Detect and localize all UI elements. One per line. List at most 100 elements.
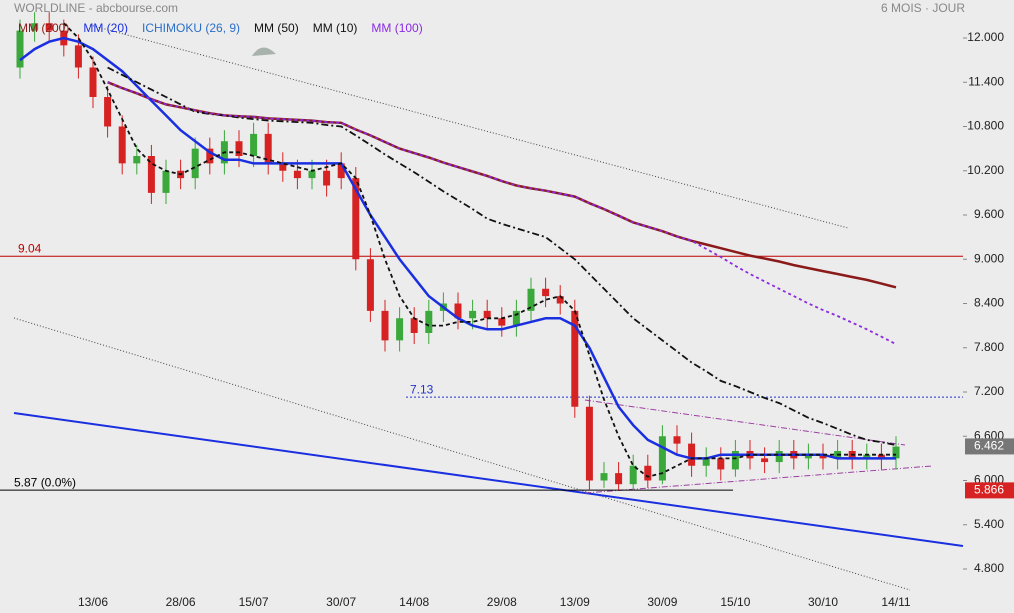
candle-body	[337, 163, 345, 179]
x-tick-label: 30/07	[326, 595, 356, 609]
candle-body	[293, 170, 301, 179]
candle-body	[527, 288, 535, 311]
candle-body	[454, 303, 462, 319]
candle-body	[45, 23, 53, 31]
candle-body	[761, 458, 769, 463]
candle-body	[396, 318, 404, 341]
candle-body	[104, 97, 112, 127]
x-tick-label: 13/06	[78, 595, 108, 609]
x-tick-label: 28/06	[166, 595, 196, 609]
candle-body	[512, 310, 520, 326]
candle-body	[323, 170, 331, 186]
candle-body	[892, 446, 900, 459]
price-tag-label: 6.462	[974, 439, 1004, 453]
candle-body	[863, 454, 871, 459]
candle-body	[279, 163, 287, 171]
x-tick-label: 15/10	[720, 595, 750, 609]
candle-body	[585, 406, 593, 481]
candle-body	[469, 310, 477, 319]
legend-entry: MM (10)	[313, 21, 358, 35]
candle-body	[571, 310, 579, 407]
candle-body	[410, 318, 418, 333]
candle-body	[542, 288, 550, 297]
candle-body	[688, 443, 696, 466]
x-tick-label: 30/09	[647, 595, 677, 609]
y-tick-label: 11.400	[968, 74, 1004, 88]
moving-average	[107, 81, 897, 345]
candle-body	[629, 465, 637, 485]
y-tick-label: 8.400	[974, 296, 1004, 310]
candle-body	[877, 454, 885, 459]
candle-body	[264, 133, 272, 164]
candle-body	[89, 67, 97, 97]
candle-body	[250, 133, 258, 156]
candle-body	[366, 259, 374, 311]
chart-subtitle: 6 MOIS · JOUR	[881, 1, 965, 15]
y-tick-label: 10.800	[967, 119, 1004, 133]
triangle-upper	[584, 399, 906, 446]
level-label: 7.13	[410, 382, 434, 396]
candle-body	[308, 170, 316, 179]
price-tag	[965, 438, 1014, 455]
y-tick-label: 10.200	[967, 163, 1004, 177]
legend-entry: ICHIMOKU (26, 9)	[142, 21, 240, 35]
candle-body	[556, 296, 564, 304]
candle-body	[658, 436, 666, 481]
candle-body	[498, 318, 506, 326]
ichimoku-cloud	[252, 47, 276, 56]
candle-body	[16, 30, 24, 68]
candle-body	[702, 458, 710, 466]
y-tick-label: 5.400	[974, 517, 1004, 531]
x-tick-label: 14/08	[399, 595, 429, 609]
candle-body	[615, 473, 623, 485]
moving-average	[107, 66, 897, 446]
candle-body	[381, 310, 389, 341]
candle-body	[644, 465, 652, 481]
y-tick-label: 4.800	[974, 561, 1004, 575]
x-tick-label: 30/10	[808, 595, 838, 609]
price-tag	[965, 482, 1014, 499]
legend-entry: MM (200)	[18, 21, 69, 35]
candle-body	[673, 436, 681, 444]
candle-body	[74, 45, 82, 68]
candle-body	[717, 458, 725, 470]
candle-body	[206, 148, 214, 164]
level-label: 9.04	[18, 241, 42, 255]
y-tick-label: 7.800	[974, 340, 1004, 354]
candle-body	[191, 148, 199, 179]
candle-body	[133, 156, 141, 164]
y-tick-label: 9.600	[974, 207, 1004, 221]
candle-body	[235, 141, 243, 156]
candle-body	[804, 454, 812, 459]
y-tick-label: 7.200	[974, 384, 1004, 398]
candle-body	[118, 126, 126, 164]
candle-body	[162, 170, 170, 193]
triangle-lower	[584, 465, 933, 494]
legend-entry: MM (100)	[371, 21, 422, 35]
x-tick-label: 13/09	[560, 595, 590, 609]
candle-body	[819, 454, 827, 459]
y-tick-label: 12.000	[967, 30, 1004, 44]
candle-body	[352, 178, 360, 260]
candle-body	[775, 451, 783, 463]
legend-entry: MM (50)	[254, 21, 299, 35]
x-tick-label: 15/07	[239, 595, 269, 609]
y-tick-label: 9.000	[974, 251, 1004, 265]
level-label: 5.87 (0.0%)	[14, 475, 76, 489]
legend-entry: MM (20)	[83, 21, 128, 35]
x-tick-label: 14/11	[881, 595, 910, 609]
candle-body	[600, 473, 608, 481]
candle-body	[147, 156, 155, 193]
trend-channel-lower	[13, 317, 911, 591]
candle-body	[731, 451, 739, 470]
chart-title: WORLDLINE - abcbourse.com	[14, 1, 178, 15]
plot: 12.000 11.400 10.800 10.200 9.600 9.000 8.400 7…	[0, 12, 1004, 609]
candle-body	[425, 310, 433, 333]
x-tick-label: 29/08	[487, 595, 517, 609]
price-tag-label: 5.866	[974, 483, 1004, 497]
trend-line	[13, 412, 964, 547]
candle-body	[31, 23, 39, 31]
candle-body	[483, 310, 491, 319]
